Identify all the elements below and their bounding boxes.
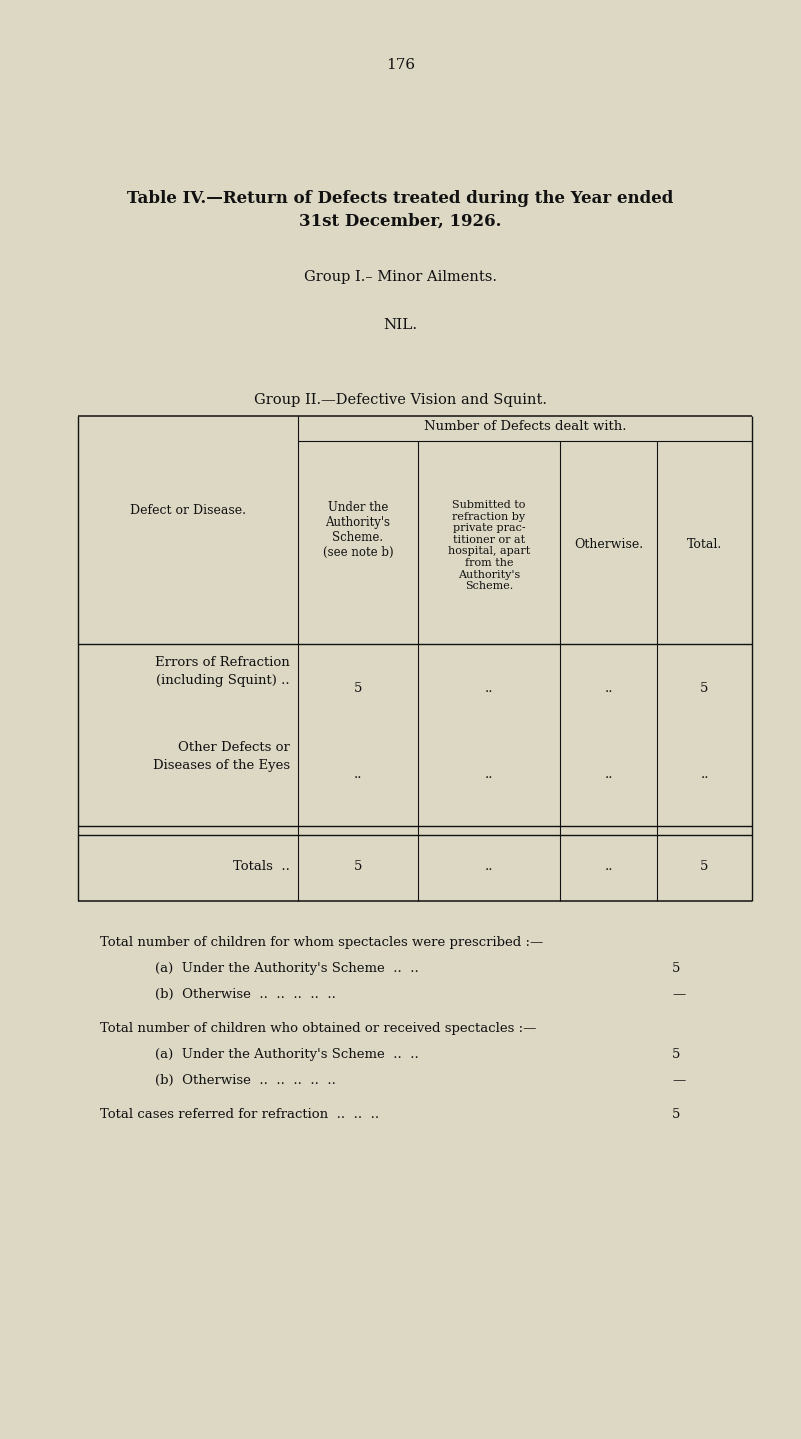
- Text: (b)  Otherwise  ..  ..  ..  ..  ..: (b) Otherwise .. .. .. .. ..: [155, 1073, 336, 1086]
- Text: ..: ..: [604, 768, 613, 781]
- Text: Diseases of the Eyes: Diseases of the Eyes: [153, 758, 290, 771]
- Text: Total cases referred for refraction  ..  ..  ..: Total cases referred for refraction .. .…: [100, 1108, 379, 1121]
- Text: Errors of Refraction: Errors of Refraction: [155, 656, 290, 669]
- Text: ..: ..: [604, 682, 613, 695]
- Text: Group II.—Defective Vision and Squint.: Group II.—Defective Vision and Squint.: [254, 393, 547, 407]
- Text: NIL.: NIL.: [384, 318, 417, 332]
- Text: —: —: [672, 1073, 685, 1086]
- Text: ..: ..: [485, 768, 493, 781]
- Text: ..: ..: [604, 861, 613, 873]
- Text: (a)  Under the Authority's Scheme  ..  ..: (a) Under the Authority's Scheme .. ..: [155, 963, 419, 976]
- Text: Table IV.—Return of Defects treated during the Year ended: Table IV.—Return of Defects treated duri…: [127, 190, 674, 207]
- Text: 31st December, 1926.: 31st December, 1926.: [300, 213, 501, 230]
- Text: Submitted to
refraction by
private prac-
titioner or at
hospital, apart
from the: Submitted to refraction by private prac-…: [448, 499, 530, 591]
- Text: Defect or Disease.: Defect or Disease.: [130, 504, 246, 517]
- Text: (b)  Otherwise  ..  ..  ..  ..  ..: (b) Otherwise .. .. .. .. ..: [155, 989, 336, 1002]
- Text: 176: 176: [386, 58, 415, 72]
- Text: Number of Defects dealt with.: Number of Defects dealt with.: [424, 420, 626, 433]
- Text: Otherwise.: Otherwise.: [574, 538, 643, 551]
- Text: Total number of children for whom spectacles were prescribed :—: Total number of children for whom specta…: [100, 935, 543, 948]
- Text: (including Squint) ..: (including Squint) ..: [156, 673, 290, 686]
- Text: 5: 5: [672, 1108, 680, 1121]
- Text: 5: 5: [354, 861, 362, 873]
- Text: ..: ..: [485, 682, 493, 695]
- Text: 5: 5: [672, 1048, 680, 1061]
- Text: 5: 5: [354, 682, 362, 695]
- Text: ..: ..: [354, 768, 362, 781]
- Text: (a)  Under the Authority's Scheme  ..  ..: (a) Under the Authority's Scheme .. ..: [155, 1048, 419, 1061]
- Text: 5: 5: [700, 682, 709, 695]
- Text: ..: ..: [700, 768, 709, 781]
- Text: Totals  ..: Totals ..: [233, 861, 290, 873]
- Text: ..: ..: [485, 861, 493, 873]
- Text: Other Defects or: Other Defects or: [178, 741, 290, 754]
- Text: Under the
Authority's
Scheme.
(see note b): Under the Authority's Scheme. (see note …: [323, 501, 393, 558]
- Text: 5: 5: [700, 861, 709, 873]
- Text: 5: 5: [672, 963, 680, 976]
- Text: —: —: [672, 989, 685, 1002]
- Text: Group I.– Minor Ailments.: Group I.– Minor Ailments.: [304, 271, 497, 283]
- Text: Total number of children who obtained or received spectacles :—: Total number of children who obtained or…: [100, 1022, 537, 1035]
- Text: Total.: Total.: [687, 538, 723, 551]
